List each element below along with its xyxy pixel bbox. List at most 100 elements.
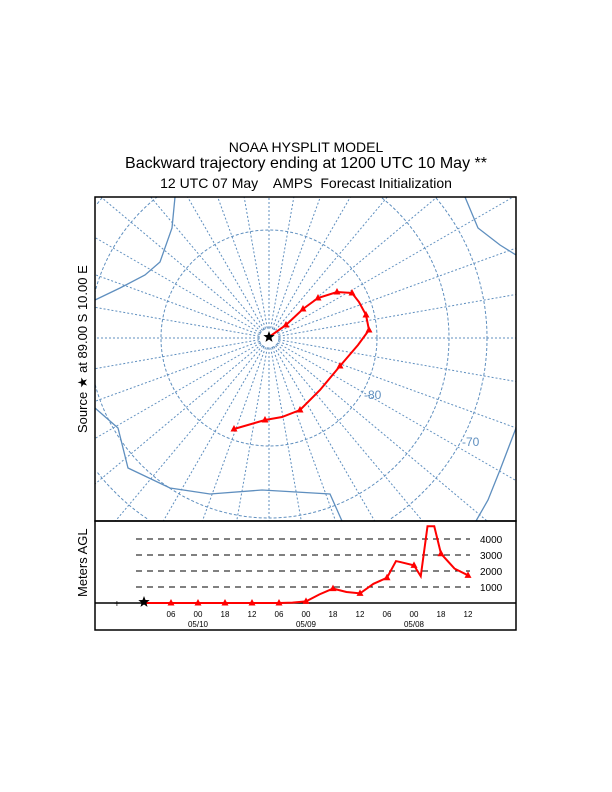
x-tick-label: 18 xyxy=(329,610,338,619)
height-panel: 1000 2000 3000 4000 06 00 18 12 06 00 18 12 06 00 18 12… xyxy=(95,525,516,629)
date-label: 05/10 xyxy=(188,620,209,629)
trajectory-marker xyxy=(348,289,356,296)
meridian-line xyxy=(150,197,263,331)
trajectory-marker xyxy=(365,326,373,333)
x-tick-label: 06 xyxy=(167,610,176,619)
y-tick-label: 2000 xyxy=(480,567,503,578)
meridian-line xyxy=(278,339,516,383)
latitude-circle xyxy=(96,197,103,205)
meridian-line xyxy=(201,347,267,521)
height-frame xyxy=(94,520,517,631)
trajectory-marker xyxy=(248,599,256,606)
meridian-line xyxy=(95,274,260,336)
x-tick-label: 18 xyxy=(221,610,230,619)
meridian-line xyxy=(276,197,438,332)
meridian-line xyxy=(115,345,263,521)
meridian-line xyxy=(278,247,516,336)
trajectory-marker xyxy=(282,321,290,328)
meridian-line xyxy=(162,346,265,521)
coastline xyxy=(95,197,176,301)
meridian-line xyxy=(95,237,261,334)
trajectory-line xyxy=(233,290,371,430)
trajectory-marker xyxy=(314,294,322,301)
y-tick-label: 1000 xyxy=(480,583,503,594)
coastline xyxy=(464,197,516,256)
latitude-circle xyxy=(95,197,450,519)
trajectory-marker xyxy=(333,288,341,295)
x-tick-label: 12 xyxy=(356,610,365,619)
trajectory-marker xyxy=(410,561,418,568)
trajectory-marker xyxy=(356,589,364,596)
trajectory-marker xyxy=(230,425,238,432)
trajectory-marker xyxy=(261,416,269,423)
model-title: NOAA HYSPLIT MODEL xyxy=(228,139,384,155)
x-tick-label: 00 xyxy=(194,610,203,619)
x-tick-label: 06 xyxy=(275,610,284,619)
meridian-line xyxy=(271,197,321,329)
trajectory-title: Backward trajectory ending at 1200 UTC 1… xyxy=(125,155,487,172)
trajectory-marker xyxy=(362,311,370,318)
date-label: 05/09 xyxy=(296,620,317,629)
trajectory-marker xyxy=(336,362,344,369)
coastline xyxy=(95,407,343,521)
trajectory-marker xyxy=(464,571,472,578)
map-panel: -80 -70 xyxy=(95,197,516,521)
meridian-line xyxy=(187,197,265,330)
trajectory-marker xyxy=(329,584,337,592)
meridian-line xyxy=(278,293,516,337)
y-tick-label: 3000 xyxy=(480,551,503,562)
star-icon xyxy=(263,331,275,342)
meridian-line xyxy=(236,347,268,521)
meridian-line xyxy=(273,346,376,521)
x-tick-label: 12 xyxy=(464,610,473,619)
meridian-line xyxy=(95,344,262,485)
trajectory-marker xyxy=(167,599,175,606)
star-icon xyxy=(138,596,150,607)
meridian-line xyxy=(277,342,516,482)
latitude-circle xyxy=(160,229,378,447)
initialization-subtitle: 12 UTC 07 May AMPS Forecast Initializati… xyxy=(160,175,452,191)
meridian-line xyxy=(271,347,337,521)
date-label: 05/08 xyxy=(404,620,425,629)
meridian-line xyxy=(276,344,488,521)
trajectory-marker xyxy=(194,599,202,606)
trajectory-marker xyxy=(221,599,229,606)
meridian-line xyxy=(277,197,514,334)
trajectory-marker xyxy=(299,305,307,312)
meridian-line xyxy=(270,347,302,521)
latitude-circle xyxy=(258,327,280,349)
trajectory-marker xyxy=(275,599,283,606)
y-tick-label: 4000 xyxy=(480,535,503,546)
trajectory-marker xyxy=(302,597,310,604)
height-line xyxy=(144,525,469,604)
meridian-line xyxy=(217,197,267,329)
meridian-line xyxy=(243,197,268,329)
trajectory-marker xyxy=(383,573,391,581)
coastline xyxy=(475,427,516,521)
x-tick-label: 18 xyxy=(437,610,446,619)
x-tick-label: 06 xyxy=(383,610,392,619)
meridian-line xyxy=(95,340,260,402)
x-tick-label: 00 xyxy=(410,610,419,619)
x-tick-label: 12 xyxy=(248,610,257,619)
trajectory-marker xyxy=(437,549,445,557)
meridian-line xyxy=(273,197,351,330)
meridian-line xyxy=(270,197,295,329)
meridian-line xyxy=(95,339,260,370)
latitude-circle xyxy=(435,197,488,339)
meridian-line xyxy=(100,197,262,332)
latitude-circle xyxy=(390,337,488,520)
latitude-circle xyxy=(96,471,148,520)
lat-label: -70 xyxy=(462,435,480,449)
meridian-line xyxy=(95,342,261,439)
plus-marker: + xyxy=(114,599,120,610)
lat-label: -80 xyxy=(364,388,382,402)
x-tick-label: 00 xyxy=(302,610,311,619)
meridian-line xyxy=(95,306,260,337)
trajectory-marker xyxy=(296,406,304,413)
meridian-line xyxy=(275,197,388,331)
meridian-line xyxy=(275,345,423,521)
meridian-line xyxy=(278,340,516,429)
